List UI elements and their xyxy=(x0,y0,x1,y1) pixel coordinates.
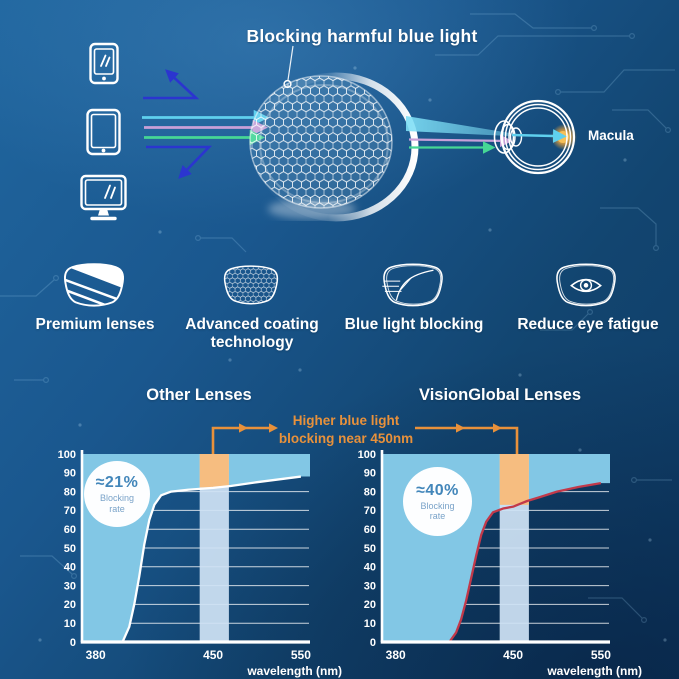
svg-text:30: 30 xyxy=(64,580,76,592)
eye-lens-outline xyxy=(509,127,523,147)
svg-text:80: 80 xyxy=(364,486,376,498)
cornea-outline xyxy=(493,120,515,154)
annotation-line-1: Higher blue light xyxy=(292,413,400,428)
svg-text:60: 60 xyxy=(64,524,76,536)
leader-dot xyxy=(283,79,292,89)
svg-text:10: 10 xyxy=(364,618,376,630)
svg-text:50: 50 xyxy=(364,543,376,555)
lens-optics-diagram xyxy=(80,42,577,222)
smartphone-icon xyxy=(89,42,119,85)
svg-text:380: 380 xyxy=(86,648,106,662)
svg-text:40: 40 xyxy=(64,562,76,574)
reflected-blue-ray-up-arrow xyxy=(143,69,200,100)
monitor-icon xyxy=(80,174,127,221)
premium-lens-icon xyxy=(63,263,125,307)
honeycomb-coating-pattern xyxy=(250,76,392,208)
svg-text:wavelength (nm): wavelength (nm) xyxy=(246,664,342,678)
svg-text:70: 70 xyxy=(64,505,76,517)
transmitted-cyan-beam xyxy=(406,116,510,136)
right-chart-title: VisionGlobal Lenses xyxy=(419,386,581,404)
svg-text:100: 100 xyxy=(358,449,376,461)
svg-text:50: 50 xyxy=(64,543,76,555)
left-chart-title: Other Lenses xyxy=(146,386,252,404)
svg-text:100: 100 xyxy=(58,449,76,461)
svg-text:0: 0 xyxy=(70,637,76,649)
feature-label-premium-lenses: Premium lenses xyxy=(35,316,155,333)
blocking-rate-caption: Blocking rate xyxy=(420,500,455,521)
eye-lens-icon xyxy=(556,263,616,307)
svg-text:20: 20 xyxy=(364,599,376,611)
feature-label-reduce-eye-fatigue: Reduce eye fatigue xyxy=(517,316,659,333)
blocking-lens-icon xyxy=(382,263,443,307)
reflected-blue-ray-down-arrow xyxy=(146,145,213,179)
svg-text:90: 90 xyxy=(64,468,76,480)
svg-text:80: 80 xyxy=(64,486,76,498)
transmitted-pink-ray xyxy=(408,134,513,148)
coated-lens-illustration xyxy=(249,72,419,222)
feature-label-advanced-coating: Advanced coating technology xyxy=(185,316,319,352)
page-title: Blocking harmful blue light xyxy=(246,26,478,46)
ray-to-macula-arrow xyxy=(511,129,567,143)
blue-light-annotation: Higher blue light blocking near 450nm xyxy=(279,412,413,447)
macula-label: Macula xyxy=(588,128,634,143)
svg-text:wavelength (nm): wavelength (nm) xyxy=(546,664,642,678)
feature-label-blue-light-blocking: Blue light blocking xyxy=(344,316,484,333)
coating-lens-icon xyxy=(223,265,279,305)
blocking-rate-value: ≈21% xyxy=(95,474,139,492)
tablet-icon xyxy=(86,108,121,156)
svg-text:20: 20 xyxy=(64,599,76,611)
svg-text:550: 550 xyxy=(591,648,611,662)
svg-text:30: 30 xyxy=(364,580,376,592)
title-leader-line xyxy=(287,45,294,81)
svg-text:70: 70 xyxy=(364,505,376,517)
svg-text:380: 380 xyxy=(386,648,406,662)
svg-text:450: 450 xyxy=(203,648,223,662)
svg-text:10: 10 xyxy=(64,618,76,630)
blocking-rate-badge-right: ≈40% Blocking rate xyxy=(403,467,472,536)
svg-text:90: 90 xyxy=(364,468,376,480)
blocking-rate-badge-left: ≈21% Blocking rate xyxy=(84,461,150,527)
blocking-rate-caption: Blocking rate xyxy=(99,493,135,514)
annotation-line-2: blocking near 450nm xyxy=(278,430,414,446)
svg-text:550: 550 xyxy=(291,648,311,662)
svg-text:0: 0 xyxy=(370,637,376,649)
visionglobal-lenses-chart: 0 10 20 30 40 50 60 70 80 90 100 380 450 550 wavelengt… xyxy=(358,449,642,678)
svg-text:450: 450 xyxy=(503,648,523,662)
svg-text:60: 60 xyxy=(364,524,376,536)
svg-text:40: 40 xyxy=(364,562,376,574)
blocking-rate-value: ≈40% xyxy=(416,481,459,499)
eye-diagram xyxy=(493,99,577,175)
